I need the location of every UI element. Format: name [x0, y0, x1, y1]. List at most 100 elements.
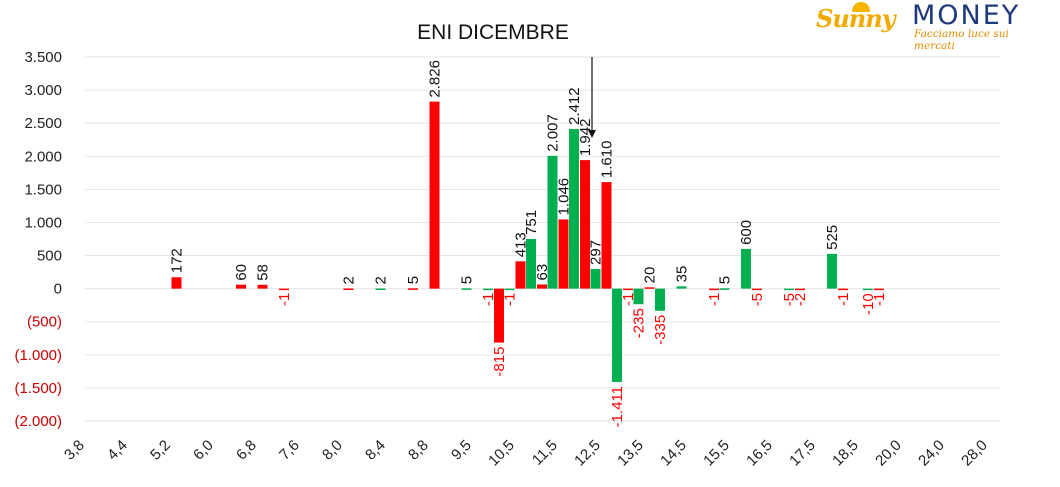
red-bar	[558, 219, 569, 289]
x-tick-label: 13,5	[614, 437, 647, 470]
red-bar	[580, 160, 590, 289]
red-bar	[171, 277, 182, 289]
green-bar	[483, 288, 493, 291]
data-label: 172	[169, 248, 186, 273]
logo-brand-money: MONEY	[912, 0, 1021, 31]
bars	[171, 101, 884, 383]
data-label: 1.610	[599, 141, 616, 179]
data-label: -235	[631, 308, 648, 338]
data-label: -1	[871, 293, 888, 306]
x-tick-label: 12,5	[571, 437, 604, 470]
y-tick-label: (2.000)	[14, 413, 62, 430]
y-tick-label: (1.000)	[14, 347, 62, 364]
red-bar	[795, 288, 805, 291]
data-label: 1.046	[556, 178, 573, 216]
x-tick-label: 8,0	[319, 437, 346, 464]
data-label: 2	[373, 276, 390, 284]
logo-tagline: Facciamo luce sui mercati	[914, 28, 1009, 52]
x-axis-ticks: 3,8 4,4 5,2 6,0 6,8 7,6 8,0 8,4 8,8 9,5 10,5 11,5 12…	[61, 437, 991, 470]
y-tick-label: 1.500	[24, 181, 62, 198]
y-tick-label: 500	[37, 248, 62, 265]
data-label: 5	[405, 276, 422, 284]
x-tick-label: 3,8	[61, 437, 88, 464]
x-tick-label: 4,4	[104, 437, 131, 464]
data-label: 2.007	[545, 114, 562, 152]
data-label: -815	[491, 347, 508, 377]
x-tick-label: 18,5	[829, 437, 862, 470]
green-bar	[526, 238, 536, 289]
y-tick-label: 3.500	[24, 49, 62, 66]
x-tick-label: 8,8	[405, 437, 432, 464]
data-label: -335	[652, 315, 669, 345]
logo-brand-sunny: Sunny	[816, 4, 896, 33]
data-label: -2	[792, 293, 809, 306]
data-label: 5	[459, 276, 476, 284]
x-tick-label: 28,0	[958, 437, 991, 470]
x-tick-label: 5,2	[147, 437, 174, 464]
data-label: 525	[824, 225, 841, 250]
y-tick-label: (500)	[27, 314, 62, 331]
y-tick-label: 1.000	[24, 214, 62, 231]
green-bar	[504, 288, 515, 291]
data-label: 63	[534, 264, 551, 281]
data-label: -5	[781, 293, 798, 306]
green-bar	[590, 268, 601, 289]
red-bar	[343, 288, 354, 291]
data-label: -1	[706, 293, 723, 306]
data-label: 35	[674, 266, 691, 283]
grid	[85, 56, 1000, 422]
y-tick-label: 0	[54, 281, 62, 298]
data-label: -1	[502, 293, 519, 306]
red-bar	[873, 288, 884, 291]
green-bar	[719, 288, 730, 290]
red-bar	[623, 288, 633, 291]
data-label: 5	[717, 276, 734, 284]
green-bar	[569, 129, 579, 289]
x-tick-label: 16,5	[743, 437, 776, 470]
data-label: 2	[341, 276, 358, 284]
green-bar	[461, 288, 472, 290]
x-tick-label: 6,0	[190, 437, 217, 464]
green-bar	[741, 248, 751, 289]
red-bar	[408, 288, 418, 290]
x-tick-label: 14,5	[657, 437, 690, 470]
red-bar	[515, 261, 526, 289]
y-tick-label: 2.000	[24, 148, 62, 165]
x-tick-label: 15,5	[700, 437, 733, 470]
data-label: -1.411	[609, 386, 626, 427]
x-tick-label: 7,6	[276, 437, 303, 464]
x-tick-label: 24,0	[915, 437, 948, 470]
sun-icon	[852, 2, 870, 12]
y-tick-label: (1.500)	[14, 380, 62, 397]
data-label: 751	[523, 210, 540, 235]
y-tick-label: 3.000	[24, 82, 62, 99]
x-tick-label: 17,5	[786, 437, 819, 470]
data-label: 2.826	[427, 60, 444, 98]
green-bar	[862, 288, 873, 291]
data-label: -1	[835, 293, 852, 306]
red-bar	[601, 182, 612, 289]
x-tick-label: 20,0	[872, 437, 905, 470]
data-label: 297	[588, 240, 605, 265]
data-label: -10	[860, 293, 877, 315]
red-bar	[236, 284, 246, 289]
x-tick-label: 10,5	[485, 437, 518, 470]
green-bar	[375, 288, 386, 291]
data-label: -5	[749, 293, 766, 306]
x-tick-label: 9,5	[448, 437, 475, 464]
green-bar	[633, 288, 644, 305]
green-bar	[612, 288, 622, 383]
y-axis-ticks: 3.500 3.000 2.500 2.000 1.500 1.000 500 0 (500) (…	[14, 49, 62, 430]
green-bar	[784, 288, 794, 291]
x-tick-label: 11,5	[529, 437, 561, 469]
green-bar	[655, 288, 665, 311]
green-bar	[547, 155, 558, 289]
green-bar	[676, 286, 687, 289]
data-label: -1	[276, 293, 293, 306]
arrow-head-icon	[588, 130, 596, 138]
green-bar	[827, 253, 837, 289]
data-label: 60	[233, 264, 250, 281]
red-bar	[257, 284, 268, 289]
